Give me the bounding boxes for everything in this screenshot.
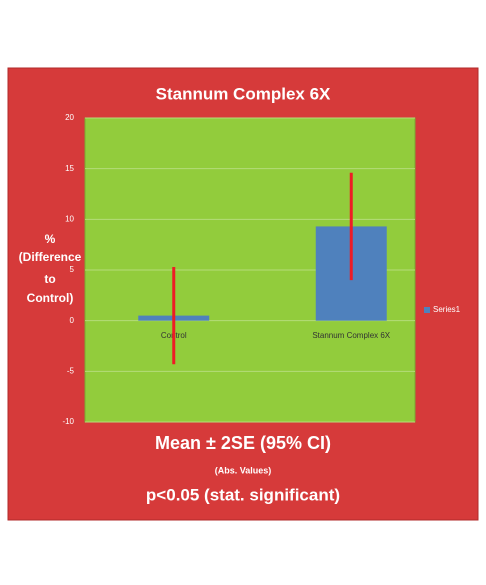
legend-label: Series1 xyxy=(433,305,461,314)
y-label: to xyxy=(44,272,55,286)
y-label: % xyxy=(45,232,56,246)
annotation: Mean ± 2SE (95% CI) xyxy=(155,433,331,453)
y-tick-label: -10 xyxy=(62,417,74,426)
annotation: p<0.05 (stat. significant) xyxy=(146,485,340,504)
legend-swatch xyxy=(424,307,430,313)
y-tick-label: 15 xyxy=(65,164,74,173)
annotation: (Abs. Values) xyxy=(215,465,272,475)
y-label: (Difference xyxy=(19,250,82,264)
y-tick-label: 0 xyxy=(70,316,75,325)
y-label: Control) xyxy=(27,291,74,305)
x-tick-label: Stannum Complex 6X xyxy=(312,331,390,340)
y-tick-label: 20 xyxy=(65,113,74,122)
y-tick-label: 10 xyxy=(65,214,74,223)
chart-title: Stannum Complex 6X xyxy=(156,84,331,103)
y-tick-label: 5 xyxy=(70,265,75,274)
y-tick-label: -5 xyxy=(67,366,75,375)
